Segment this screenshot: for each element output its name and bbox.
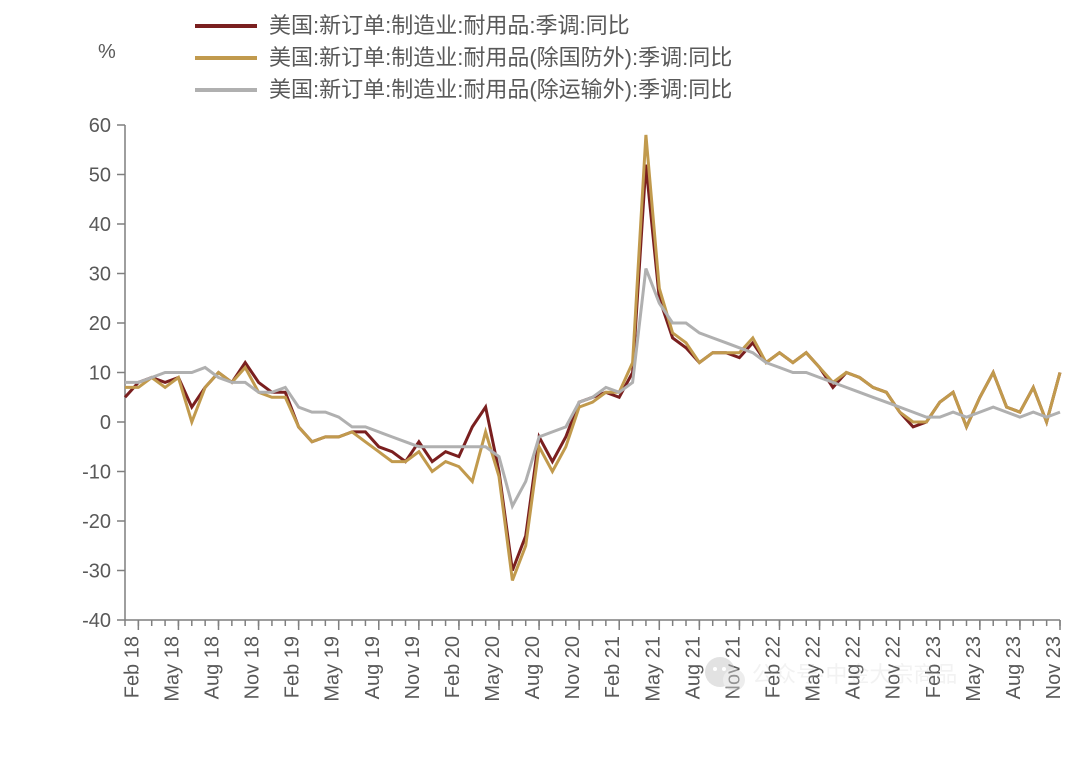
x-tick-label: Nov 18 <box>242 636 264 699</box>
x-tick-label: Nov 20 <box>562 636 584 699</box>
x-tick-label: Feb 20 <box>442 636 464 698</box>
line-chart: 美国:新订单:制造业:耐用品:季调:同比美国:新订单:制造业:耐用品(除国防外)… <box>0 0 1080 766</box>
y-tick-label: 30 <box>89 264 111 286</box>
y-tick-label: 50 <box>89 165 111 187</box>
y-unit-label: % <box>98 41 116 63</box>
x-tick-label: May 20 <box>482 636 504 702</box>
x-tick-label: Aug 19 <box>362 636 384 699</box>
y-tick-label: -20 <box>82 511 111 533</box>
x-tick-label: Aug 18 <box>202 636 224 699</box>
x-tick-label: Feb 18 <box>121 636 143 698</box>
y-tick-label: -30 <box>82 561 111 583</box>
x-tick-label: Nov 23 <box>1043 636 1065 699</box>
y-tick-label: 40 <box>89 214 111 236</box>
y-tick-label: -10 <box>82 462 111 484</box>
y-tick-label: 10 <box>89 363 111 385</box>
legend-label: 美国:新订单:制造业:耐用品(除运输外):季调:同比 <box>269 77 732 102</box>
x-tick-label: May 18 <box>161 636 183 702</box>
svg-text:公众号·中金大宗商品: 公众号·中金大宗商品 <box>752 662 957 687</box>
x-tick-label: Aug 23 <box>1003 636 1025 699</box>
y-tick-label: 60 <box>89 115 111 137</box>
x-tick-label: Nov 19 <box>402 636 424 699</box>
legend-label: 美国:新订单:制造业:耐用品:季调:同比 <box>269 13 630 38</box>
chart-container: 美国:新订单:制造业:耐用品:季调:同比美国:新订单:制造业:耐用品(除国防外)… <box>0 0 1080 766</box>
y-tick-label: -40 <box>82 610 111 632</box>
y-tick-label: 20 <box>89 313 111 335</box>
x-tick-label: Aug 21 <box>682 636 704 699</box>
x-tick-label: Feb 19 <box>282 636 304 698</box>
x-tick-label: May 21 <box>642 636 664 702</box>
legend-label: 美国:新订单:制造业:耐用品(除国防外):季调:同比 <box>269 45 732 70</box>
x-tick-label: May 19 <box>322 636 344 702</box>
x-tick-label: May 23 <box>963 636 985 702</box>
x-tick-label: Feb 21 <box>602 636 624 698</box>
x-tick-label: Aug 20 <box>522 636 544 699</box>
y-tick-label: 0 <box>100 412 111 434</box>
